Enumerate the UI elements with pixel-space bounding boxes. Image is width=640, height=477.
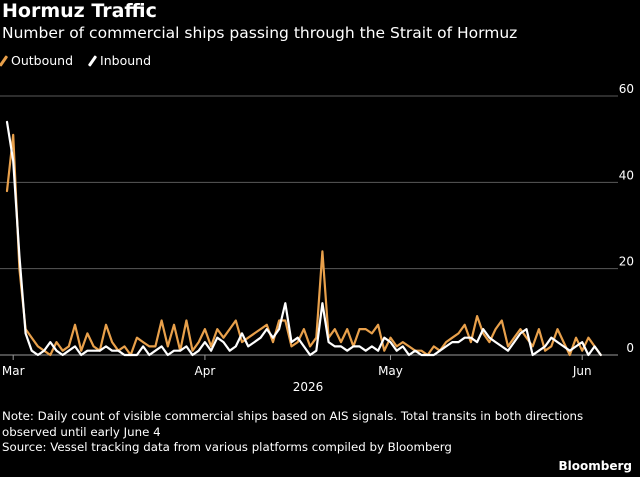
bloomberg-logo: Bloomberg xyxy=(558,459,633,473)
y-tick-label: 0 xyxy=(626,341,634,355)
x-tick-label: Jun xyxy=(572,364,592,378)
legend-item-inbound: Inbound xyxy=(87,53,152,68)
chart-subtitle: Number of commercial ships passing throu… xyxy=(2,24,518,42)
chart-title: Hormuz Traffic xyxy=(2,0,157,22)
y-tick-label: 40 xyxy=(619,168,634,182)
y-tick-label: 60 xyxy=(619,82,634,96)
legend-label-outbound: Outbound xyxy=(11,53,74,68)
series-line-outbound xyxy=(5,133,602,357)
x-tick-label: Mar xyxy=(2,364,25,378)
legend: Outbound Inbound xyxy=(0,53,152,68)
chart-source: Source: Vessel tracking data from variou… xyxy=(2,440,452,454)
legend-item-outbound: Outbound xyxy=(0,53,74,68)
x-tick-label: Apr xyxy=(195,364,216,378)
y-tick-label: 20 xyxy=(619,255,634,269)
chart-note: Note: Daily count of visible commercial … xyxy=(2,409,584,439)
legend-label-inbound: Inbound xyxy=(100,53,152,68)
series-line-inbound xyxy=(5,120,602,357)
x-tick-label: May xyxy=(378,364,403,378)
x-year-label: 2026 xyxy=(293,380,324,394)
